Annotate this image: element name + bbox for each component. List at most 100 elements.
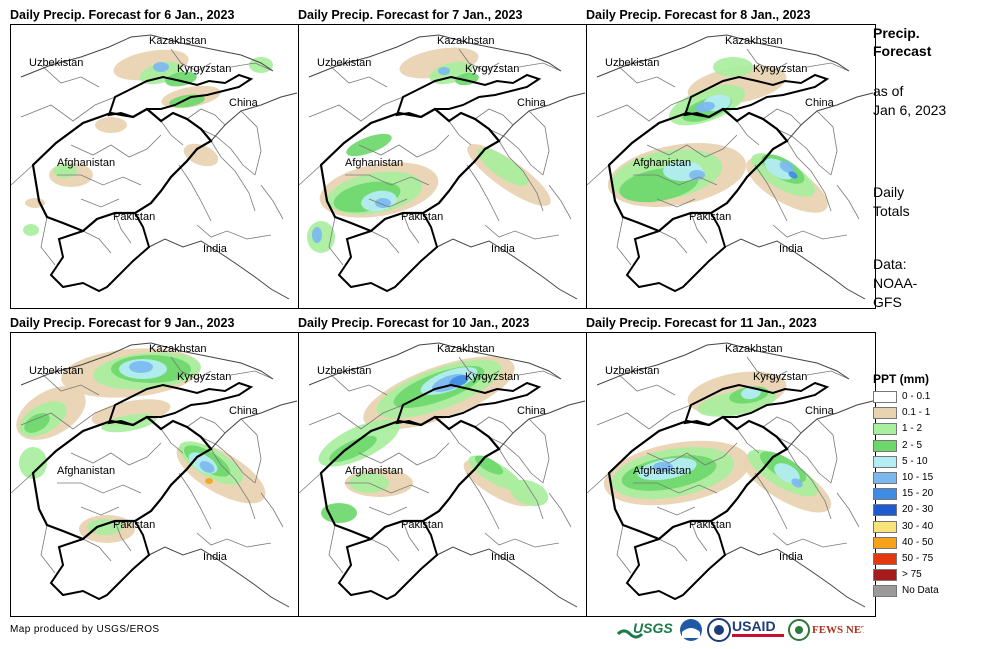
country-label-uzbekistan: Uzbekistan <box>605 57 660 69</box>
country-label-kyrgyzstan: Kyrgyzstan <box>753 371 808 383</box>
admin-border <box>548 184 572 220</box>
precip-area <box>449 375 469 387</box>
legend-label: 50 - 75 <box>902 553 934 564</box>
precip-area <box>788 171 798 179</box>
admin-border <box>836 184 860 220</box>
admin-border <box>616 64 676 88</box>
admin-border <box>658 230 688 254</box>
admin-border <box>114 520 132 552</box>
forecast-map: Kazakhstan Uzbekistan Kyrgyzstan China Afgha… <box>10 332 300 617</box>
legend-label: 0.1 - 1 <box>902 407 931 419</box>
fewsnet-logo-text: FEWS NET <box>812 624 864 636</box>
country-label-china: China <box>805 405 834 417</box>
admin-border <box>656 506 696 516</box>
legend-swatch <box>873 472 897 484</box>
country-border <box>210 400 298 450</box>
precip-area <box>312 227 322 243</box>
as-of-label: as of <box>873 83 904 99</box>
map-svg <box>299 342 586 608</box>
legend-label: 30 - 40 <box>902 520 934 532</box>
legend-title: PPT (mm) <box>873 372 930 386</box>
country-label-china: China <box>229 405 258 417</box>
admin-border <box>518 62 562 72</box>
admin-border <box>616 372 676 396</box>
admin-border <box>328 64 388 88</box>
country-label-pakistan: Pakistan <box>401 211 444 223</box>
admin-border <box>308 96 404 122</box>
agency-logos: USGS USAID FEWS NET <box>616 616 866 644</box>
admin-border <box>40 524 56 574</box>
country-border <box>498 400 586 450</box>
sidebar-title-line1: Precip. <box>873 25 920 41</box>
legend-label: 5 - 10 <box>902 455 928 467</box>
precip-area <box>375 198 391 208</box>
admin-border <box>186 416 226 434</box>
admin-border <box>368 506 408 516</box>
admin-border <box>484 224 560 240</box>
precip-area <box>741 386 761 400</box>
admin-border <box>358 134 450 158</box>
admin-border <box>458 356 500 380</box>
admin-border <box>754 164 788 222</box>
country-border <box>724 546 866 608</box>
country-label-india: India <box>491 243 515 255</box>
admin-border <box>328 372 388 396</box>
country-border <box>148 238 290 300</box>
country-label-india: India <box>203 551 227 563</box>
legend-swatch <box>873 455 897 468</box>
precip-area <box>24 413 50 433</box>
country-label-afghanistan: Afghanistan <box>57 157 116 169</box>
legend-label: 40 - 50 <box>902 536 934 548</box>
map-svg <box>11 342 298 608</box>
admin-border <box>690 520 708 552</box>
admin-border <box>498 140 544 212</box>
forecast-map: Kazakhstan Uzbekistan Kyrgyzstan China Afgha… <box>10 24 300 309</box>
admin-border <box>170 48 212 72</box>
admin-border <box>474 108 514 126</box>
admin-border <box>754 472 788 530</box>
country-label-afghanistan: Afghanistan <box>633 465 692 477</box>
admin-border <box>474 416 514 434</box>
country-label-india: India <box>779 243 803 255</box>
country-label-afghanistan: Afghanistan <box>57 465 116 477</box>
precip-area <box>321 503 357 523</box>
admin-border <box>816 110 838 176</box>
admin-border <box>20 404 116 430</box>
precip-area <box>205 478 213 484</box>
admin-border <box>299 472 322 494</box>
country-label-pakistan: Pakistan <box>113 211 156 223</box>
precip-area <box>19 447 47 479</box>
admin-border <box>528 418 550 484</box>
forecast-map: Kazakhstan Uzbekistan Kyrgyzstan China Afgha… <box>298 332 588 617</box>
country-label-china: China <box>229 97 258 109</box>
precip-area <box>87 519 123 535</box>
admin-border <box>633 174 718 186</box>
admin-border <box>646 134 738 158</box>
admin-border <box>658 538 688 562</box>
precip-area <box>779 161 795 173</box>
admin-border <box>498 448 544 520</box>
fewsnet-logo: FEWS NET <box>788 619 864 641</box>
country-label-india: India <box>491 551 515 563</box>
admin-border <box>370 538 400 562</box>
admin-border <box>308 404 404 430</box>
kyrgyzstan-outline <box>107 381 254 427</box>
admin-border <box>488 128 544 176</box>
country-label-afghanistan: Afghanistan <box>345 157 404 169</box>
country-border <box>724 238 866 300</box>
admin-border <box>240 418 262 484</box>
admin-border <box>210 140 256 212</box>
usaid-logo-text: USAID <box>732 618 776 634</box>
legend-swatch <box>873 407 897 420</box>
precip-area <box>774 463 800 483</box>
admin-border <box>70 134 162 158</box>
admin-border <box>616 524 632 574</box>
admin-border <box>596 404 692 430</box>
admin-border <box>596 96 692 122</box>
precip-area <box>23 224 39 236</box>
precip-area <box>346 133 392 157</box>
kyrgyzstan-outline <box>683 73 830 119</box>
data-source: Data: NOAA- GFS <box>873 255 917 312</box>
legend-label: 2 - 5 <box>902 439 923 451</box>
admin-border <box>772 224 848 240</box>
